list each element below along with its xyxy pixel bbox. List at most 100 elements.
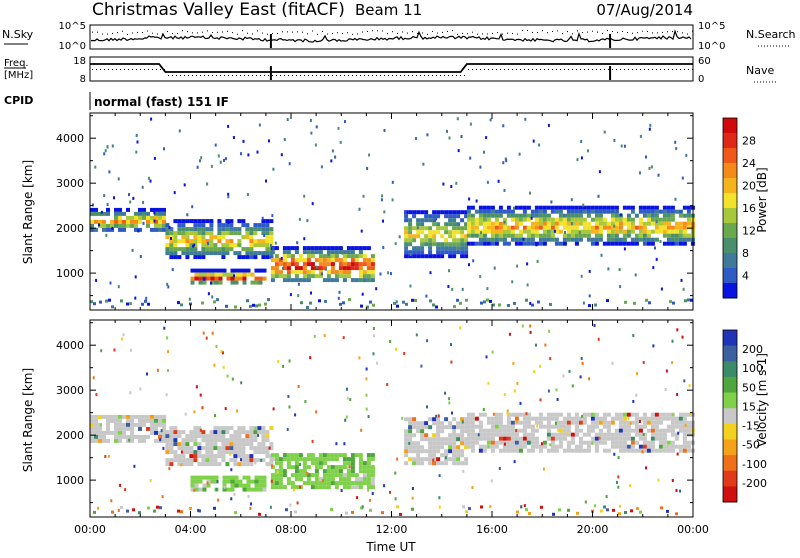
heatmap-cell — [233, 231, 238, 236]
heatmap-cell — [350, 250, 355, 255]
heatmap-cell — [126, 414, 130, 419]
heatmap-cell — [217, 219, 222, 224]
heatmap-cell — [213, 247, 218, 252]
heatmap-cell — [330, 465, 335, 470]
heatmap-cell — [682, 444, 687, 449]
heatmap-cell — [498, 221, 503, 226]
heatmap-cell — [670, 440, 675, 445]
heatmap-cell — [533, 370, 536, 374]
heatmap-cell — [237, 430, 242, 435]
heatmap-cell — [626, 229, 631, 234]
heatmap-cell — [361, 505, 364, 509]
heatmap-cell — [217, 223, 222, 228]
heatmap-cell — [474, 209, 479, 214]
heatmap-cell — [436, 254, 441, 259]
heatmap-cell — [346, 387, 348, 391]
heatmap-cell — [655, 220, 658, 224]
heatmap-cell — [464, 417, 469, 422]
heatmap-cell — [337, 296, 340, 300]
heatmap-cell — [167, 285, 170, 289]
heatmap-cell — [138, 207, 142, 212]
heatmap-cell — [346, 461, 351, 466]
heatmap-cell — [444, 437, 449, 442]
heatmap-cell — [350, 457, 355, 462]
heatmap-cell — [274, 485, 279, 490]
heatmap-cell — [181, 231, 186, 236]
heatmap-cell — [97, 506, 100, 510]
heatmap-cell — [428, 234, 433, 239]
heatmap-cell — [650, 205, 655, 210]
noise-search-dot — [232, 32, 233, 34]
heatmap-cell — [330, 258, 335, 263]
heatmap-cell — [461, 420, 464, 424]
heatmap-cell — [334, 453, 339, 458]
nave-dot — [340, 75, 341, 76]
heatmap-cell — [290, 270, 295, 275]
heatmap-cell — [314, 274, 319, 279]
heatmap-cell — [202, 272, 207, 277]
heatmap-cell — [245, 458, 250, 463]
heatmap-cell — [510, 225, 515, 230]
heatmap-cell — [314, 143, 317, 147]
heatmap-cell — [482, 436, 487, 441]
heatmap-cell — [169, 438, 174, 443]
heatmap-cell — [173, 442, 178, 447]
heatmap-cell — [294, 485, 299, 490]
heatmap-cell — [334, 258, 339, 263]
colorbar-tick-label: 20 — [742, 180, 756, 193]
heatmap-cell — [498, 467, 501, 470]
heatmap-cell — [498, 213, 503, 218]
heatmap-cell — [594, 303, 597, 307]
heatmap-cell — [190, 483, 195, 488]
heatmap-cell — [460, 234, 465, 239]
heatmap-cell — [630, 440, 635, 445]
heatmap-cell — [114, 418, 118, 423]
heatmap-cell — [108, 170, 111, 174]
heatmap-cell — [270, 258, 275, 263]
heatmap-cell — [177, 446, 182, 451]
heatmap-cell — [173, 450, 178, 455]
heatmap-cell — [138, 211, 142, 216]
heatmap-cell — [436, 246, 441, 251]
heatmap-cell — [245, 442, 250, 447]
heatmap-cell — [412, 254, 417, 259]
heatmap-cell — [225, 247, 230, 252]
heatmap-cell — [226, 276, 231, 281]
heatmap-cell — [278, 461, 283, 466]
heatmap-cell — [404, 246, 409, 251]
noise-search-dot — [277, 33, 278, 35]
heatmap-cell — [318, 457, 323, 462]
heatmap-cell — [394, 497, 397, 501]
nave-dot — [604, 69, 605, 70]
heatmap-cell — [126, 426, 130, 431]
nave-dot — [172, 75, 173, 76]
heatmap-cell — [416, 250, 421, 255]
heatmap-cell — [346, 262, 351, 267]
heatmap-cell — [538, 205, 543, 210]
heatmap-cell — [440, 254, 445, 259]
heatmap-cell — [654, 221, 659, 226]
heatmap-cell — [598, 237, 603, 242]
heatmap-cell — [452, 230, 457, 235]
noise-search-dot — [667, 31, 668, 33]
nave-dot — [168, 75, 169, 76]
heatmap-cell — [420, 429, 425, 434]
heatmap-cell — [623, 144, 626, 148]
heatmap-cell — [420, 457, 425, 462]
heatmap-cell — [470, 233, 475, 238]
heatmap-cell — [286, 266, 291, 271]
noise-search-dot — [307, 33, 308, 35]
noise-search-dot — [482, 33, 483, 35]
heatmap-cell — [487, 445, 490, 449]
heatmap-cell — [268, 446, 271, 450]
nave-dot — [200, 75, 201, 76]
heatmap-cell — [690, 298, 693, 302]
heatmap-cell — [350, 262, 355, 267]
heatmap-cell — [150, 426, 154, 431]
heatmap-cell — [181, 227, 186, 232]
heatmap-cell — [498, 432, 503, 437]
heatmap-cell — [257, 227, 262, 232]
heatmap-cell — [342, 465, 347, 470]
heatmap-cell — [526, 241, 531, 246]
heatmap-cell — [274, 481, 279, 486]
